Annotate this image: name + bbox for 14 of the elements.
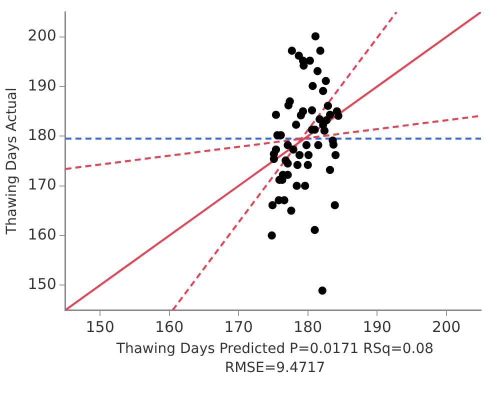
y-tick-label: 170 xyxy=(28,176,56,194)
x-tick-label: 190 xyxy=(362,318,392,336)
y-tick-label: 200 xyxy=(28,26,56,45)
y-tick-label: 180 xyxy=(28,126,56,144)
y-tick-label: 150 xyxy=(28,275,56,294)
x-tick-label: 200 xyxy=(432,318,461,336)
y-axis-title: Thawing Days Actual xyxy=(4,88,20,236)
x-tick-label: 180 xyxy=(294,318,322,336)
x-axis-title: Thawing Days Predicted P=0.0171 RSq=0.08 RMSE=9.4717 xyxy=(115,340,435,378)
x-tick-label: 150 xyxy=(86,318,114,336)
y-tick-label: 160 xyxy=(28,225,56,244)
x-tick-label: 170 xyxy=(224,318,253,336)
x-tick-label: 160 xyxy=(155,318,184,336)
y-tick-label: 190 xyxy=(28,76,56,94)
